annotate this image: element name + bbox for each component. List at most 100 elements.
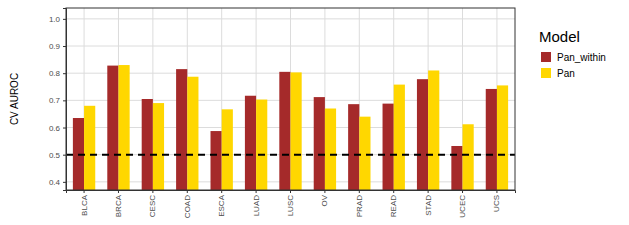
x-tick-mark [462,190,463,193]
x-tick: UCEC [458,190,467,218]
legend-title: Model [539,28,580,45]
bar [463,124,474,190]
bar [187,77,198,190]
y-tick-mark [63,100,66,101]
bar [359,117,370,190]
y-tick: 0.8 [49,69,66,78]
bar [142,99,153,190]
x-tick-mark [290,190,291,193]
x-tick-mark [221,190,222,193]
y-tick-mark [63,128,66,129]
y-tick-label: 0.9 [49,42,61,51]
plot-frame [66,8,515,190]
x-tick-mark [393,190,394,193]
y-tick: 0.6 [49,124,66,133]
x-tick: READ [389,190,398,217]
bar [211,131,222,190]
legend-swatch [541,68,551,78]
y-tick-mark [63,182,66,183]
y-tick: 0.5 [49,151,66,160]
y-tick-label: 0.7 [49,96,61,105]
bar [383,104,394,190]
y-tick-mark [63,73,66,74]
y-tick-label: 0.4 [49,178,61,187]
x-tick-mark [496,190,497,193]
plot-background [66,8,515,190]
bar [417,79,428,190]
x-tick: CESC [148,190,157,217]
bar [314,97,325,190]
x-tick-mark [84,190,85,193]
legend-label: Pan_within [557,52,606,63]
bar [256,100,267,190]
x-tick-label: OV [320,194,329,206]
y-tick-mark [63,155,66,156]
x-tick-mark [324,190,325,193]
legend-label: Pan [557,68,575,79]
x-tick: LUAD [252,190,261,216]
y-axis: 0.4 0.5 0.6 0.7 0.8 0.9 1.0 [49,9,67,191]
x-tick-mark [187,190,188,193]
bar [176,69,187,190]
x-tick-mark [359,190,360,193]
x-tick-mark [152,190,153,193]
bar [107,66,118,190]
x-tick: ESCA [217,190,226,217]
bar [325,109,336,190]
bar [84,106,95,190]
bar [497,85,508,190]
bar [279,72,290,190]
y-tick-label: 1.0 [49,15,61,24]
x-axis: BLCA BRCA CESC COAD ESCA LUAD LUSC OV PRAD READ ST… [67,190,516,218]
y-axis-title: CV AUROC [9,73,20,125]
x-axis-line [67,191,516,194]
chart: 0.4 0.5 0.6 0.7 0.8 0.9 1.0 BLCA BRCA CESC COAD ESC… [0,0,629,225]
bar [451,146,462,190]
grid [66,8,515,190]
x-tick: BLCA [80,190,89,216]
x-tick-label: BRCA [114,194,123,217]
x-tick: COAD [183,190,192,218]
bar [118,65,129,190]
x-tick-mark [428,190,429,193]
bar [153,103,164,190]
x-tick: STAD [424,190,433,216]
legend-swatch [541,52,551,62]
bars [66,65,515,190]
bar [291,72,302,190]
x-tick-label: LUSC [286,195,295,217]
y-tick: 1.0 [49,15,66,24]
x-tick: UCS [492,190,501,212]
bar [222,109,233,190]
x-tick-mark [256,190,257,193]
x-tick: PRAD [355,190,364,217]
x-tick-label: COAD [183,195,192,218]
y-axis-line [63,9,67,191]
bar [245,96,256,190]
bar [428,70,439,190]
x-tick-label: CESC [148,195,157,217]
x-tick-label: UCS [492,195,501,212]
y-tick-mark [63,19,66,20]
reference-line [66,154,515,156]
y-tick-mark [63,46,66,47]
x-tick: OV [320,190,329,207]
x-tick-label: READ [389,195,398,217]
bar [394,85,405,190]
x-tick-label: BLCA [80,194,89,216]
y-tick: 0.7 [49,96,66,105]
y-tick-label: 0.5 [49,151,61,160]
y-tick: 0.4 [49,178,66,187]
x-tick-label: UCEC [458,195,467,218]
x-tick-mark [118,190,119,193]
x-tick: LUSC [286,190,295,216]
x-tick-label: LUAD [252,195,261,217]
bar [348,104,359,190]
x-tick-label: ESCA [217,194,226,216]
y-tick-label: 0.6 [49,124,61,133]
x-tick-label: PRAD [355,195,364,217]
x-tick-label: STAD [424,195,433,216]
bar [486,89,497,190]
y-tick-label: 0.8 [49,69,61,78]
y-tick: 0.9 [49,42,66,51]
